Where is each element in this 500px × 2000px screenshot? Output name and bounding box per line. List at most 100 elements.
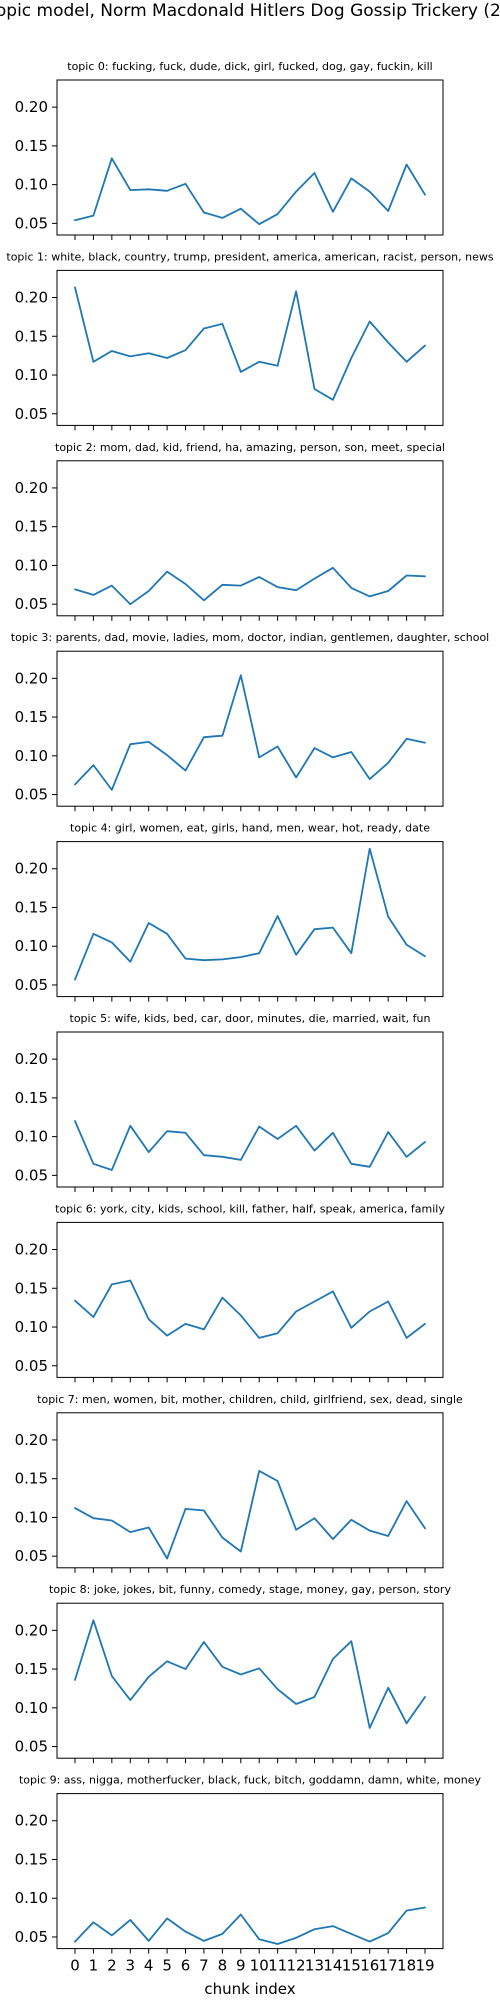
axes-frame <box>56 269 444 426</box>
x-tick-label: 9 <box>236 1957 246 1975</box>
y-tick-label: 0.10 <box>15 1508 48 1526</box>
y-tick-label: 0.20 <box>15 98 48 116</box>
y-tick-label: 0.20 <box>15 1431 48 1449</box>
x-tick-label: 8 <box>218 1957 228 1975</box>
topic-panel-5: topic 5: wife, kids, bed, car, door, min… <box>15 1012 444 1192</box>
axes-frame <box>56 1602 444 1759</box>
x-tick-label: 13 <box>305 1957 324 1975</box>
axes-frame <box>56 460 444 617</box>
panel-title-6: topic 6: york, city, kids, school, kill,… <box>55 1202 445 1215</box>
axes-frame <box>56 1412 444 1569</box>
x-tick-label: 7 <box>199 1957 209 1975</box>
panel-title-5: topic 5: wife, kids, bed, car, door, min… <box>70 1012 431 1025</box>
axes-frame <box>56 650 444 807</box>
x-tick-label: 0 <box>70 1957 80 1975</box>
y-tick-label: 0.20 <box>15 1812 48 1830</box>
axes-frame <box>56 1031 444 1188</box>
panel-title-4: topic 4: girl, women, eat, girls, hand, … <box>70 822 430 835</box>
x-tick-label: 1 <box>89 1957 99 1975</box>
topic-panel-9: topic 9: ass, nigga, motherfucker, black… <box>15 1774 482 1975</box>
y-tick-label: 0.05 <box>15 1547 48 1565</box>
axes-frame <box>56 841 444 998</box>
panel-title-2: topic 2: mom, dad, kid, friend, ha, amaz… <box>55 441 445 454</box>
topic-panel-1: topic 1: white, black, country, trump, p… <box>6 250 494 431</box>
y-tick-label: 0.05 <box>15 976 48 994</box>
y-tick-label: 0.20 <box>15 479 48 497</box>
y-tick-label: 0.10 <box>15 1318 48 1336</box>
x-tick-label: 16 <box>360 1957 379 1975</box>
y-tick-label: 0.15 <box>15 327 48 345</box>
y-tick-label: 0.20 <box>15 1050 48 1068</box>
axes-frame <box>56 79 444 236</box>
y-tick-label: 0.15 <box>15 1470 48 1488</box>
series-line-topic-0 <box>74 157 426 226</box>
y-tick-label: 0.10 <box>15 1699 48 1717</box>
panel-title-8: topic 8: joke, jokes, bit, funny, comedy… <box>49 1583 451 1596</box>
y-tick-label: 0.15 <box>15 518 48 536</box>
topic-panel-3: topic 3: parents, dad, movie, ladies, mo… <box>11 631 489 812</box>
panel-title-3: topic 3: parents, dad, movie, ladies, mo… <box>11 631 489 644</box>
y-tick-label: 0.15 <box>15 137 48 155</box>
panel-title-7: topic 7: men, women, bit, mother, childr… <box>37 1393 463 1406</box>
y-tick-label: 0.20 <box>15 860 48 878</box>
series-line-topic-2 <box>74 566 426 606</box>
y-tick-label: 0.20 <box>15 1241 48 1259</box>
series-line-topic-3 <box>74 674 426 791</box>
topic-panel-6: topic 6: york, city, kids, school, kill,… <box>15 1202 445 1383</box>
y-tick-label: 0.20 <box>15 669 48 687</box>
topic-panel-7: topic 7: men, women, bit, mother, childr… <box>15 1393 463 1573</box>
y-tick-label: 0.05 <box>15 1738 48 1756</box>
x-tick-label: 15 <box>342 1957 361 1975</box>
y-tick-label: 0.10 <box>15 1889 48 1907</box>
y-tick-label: 0.10 <box>15 366 48 384</box>
y-tick-label: 0.15 <box>15 1279 48 1297</box>
topic-panel-2: topic 2: mom, dad, kid, friend, ha, amaz… <box>15 441 445 621</box>
topic-panel-4: topic 4: girl, women, eat, girls, hand, … <box>15 822 444 1002</box>
y-tick-label: 0.20 <box>15 1621 48 1639</box>
panels-layer: topic 0: fucking, fuck, dude, dick, girl… <box>6 60 493 1975</box>
x-axis-label: chunk index <box>204 1980 295 1998</box>
y-tick-label: 0.05 <box>15 1166 48 1184</box>
series-line-topic-6 <box>74 1279 426 1339</box>
y-tick-label: 0.05 <box>15 1928 48 1946</box>
x-tick-label: 3 <box>125 1957 135 1975</box>
figure-title: Topic model, Norm Macdonald Hitlers Dog … <box>0 1 500 21</box>
series-line-topic-5 <box>74 1120 426 1171</box>
y-tick-label: 0.20 <box>15 289 48 307</box>
panel-title-9: topic 9: ass, nigga, motherfucker, black… <box>19 1774 482 1787</box>
y-tick-label: 0.10 <box>15 1128 48 1146</box>
y-tick-label: 0.05 <box>15 1357 48 1375</box>
x-tick-label: 19 <box>415 1957 434 1975</box>
x-tick-label: 5 <box>162 1957 172 1975</box>
x-tick-label: 17 <box>379 1957 398 1975</box>
series-line-topic-9 <box>74 1906 426 1945</box>
topic-panel-0: topic 0: fucking, fuck, dude, dick, girl… <box>15 60 444 240</box>
series-line-topic-4 <box>74 847 426 981</box>
axes-frame <box>56 1793 444 1950</box>
x-tick-label: 6 <box>181 1957 191 1975</box>
y-tick-label: 0.15 <box>15 708 48 726</box>
axes-frame <box>56 1221 444 1378</box>
panel-title-1: topic 1: white, black, country, trump, p… <box>6 250 493 263</box>
x-tick-label: 2 <box>107 1957 117 1975</box>
x-tick-label: 11 <box>268 1957 287 1975</box>
y-tick-label: 0.15 <box>15 898 48 916</box>
series-line-topic-1 <box>74 286 426 401</box>
x-tick-label: 4 <box>144 1957 154 1975</box>
y-tick-label: 0.05 <box>15 595 48 613</box>
y-tick-label: 0.10 <box>15 937 48 955</box>
series-line-topic-7 <box>74 1470 426 1560</box>
y-tick-label: 0.10 <box>15 747 48 765</box>
y-tick-label: 0.15 <box>15 1850 48 1868</box>
y-tick-label: 0.05 <box>15 405 48 423</box>
topic-panel-8: topic 8: joke, jokes, bit, funny, comedy… <box>15 1583 451 1764</box>
panel-title-0: topic 0: fucking, fuck, dude, dick, girl… <box>67 60 432 73</box>
y-tick-label: 0.05 <box>15 214 48 232</box>
x-tick-label: 18 <box>397 1957 416 1975</box>
x-tick-label: 12 <box>287 1957 306 1975</box>
series-line-topic-8 <box>74 1619 426 1729</box>
y-tick-label: 0.10 <box>15 176 48 194</box>
y-tick-label: 0.15 <box>15 1660 48 1678</box>
x-tick-label: 10 <box>250 1957 269 1975</box>
